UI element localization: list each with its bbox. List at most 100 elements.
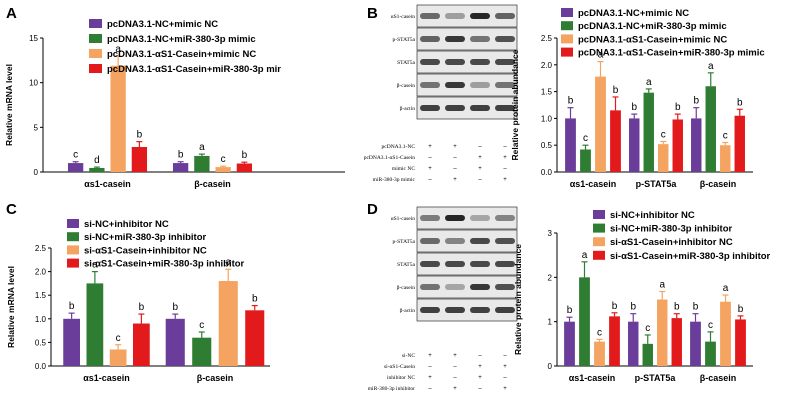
y-tick-label: 0.5 — [35, 338, 47, 347]
blot-band — [445, 307, 465, 313]
y-tick-label: 0 — [548, 362, 553, 371]
y-tick-label: 2.0 — [541, 61, 553, 70]
legend-swatch — [593, 237, 605, 247]
condition-sign: – — [428, 364, 432, 370]
bar — [720, 301, 731, 366]
significance-letter: b — [137, 130, 143, 141]
condition-sign: – — [503, 166, 507, 172]
blot-band — [420, 82, 440, 88]
blot-row-label: p-STAT5a — [393, 37, 416, 43]
bar — [705, 341, 716, 366]
blot-band — [495, 215, 515, 221]
blot-strip — [416, 4, 518, 28]
bar — [579, 277, 590, 366]
significance-letter: a — [225, 257, 231, 268]
panel-letter-d: D — [367, 201, 378, 218]
condition-sign: + — [478, 375, 482, 381]
bar — [735, 319, 746, 366]
blot-band — [495, 105, 515, 111]
blot-strip — [416, 73, 518, 97]
significance-letter: b — [567, 305, 573, 316]
legend-label: si-αS1-Casein+inhibitor NC — [610, 237, 733, 248]
panel-d-western-blot: αS1-casein p-STAT5a STAT5a β-casein β-actin s… — [368, 206, 518, 392]
condition-sign: + — [453, 353, 457, 359]
blot-band — [495, 307, 515, 313]
category-label: β-casein — [700, 179, 737, 189]
bar — [192, 337, 212, 366]
condition-sign: + — [503, 364, 507, 370]
significance-letter: b — [675, 102, 681, 113]
bar — [672, 119, 683, 172]
blot-band — [445, 36, 465, 42]
y-tick-label: 1 — [548, 318, 553, 327]
legend-swatch — [593, 223, 605, 233]
bar — [218, 281, 238, 366]
legend-label: pcDNA3.1-NC+mimic NC — [107, 19, 218, 30]
legend-swatch — [561, 8, 573, 17]
blot-band — [420, 13, 440, 19]
y-tick-label: 1.5 — [35, 291, 47, 300]
blot-band — [470, 82, 490, 88]
significance-letter: a — [92, 260, 98, 271]
significance-letter: b — [139, 302, 145, 313]
y-tick-label: 0 — [34, 168, 39, 177]
blot-band — [495, 13, 515, 19]
bar — [658, 144, 669, 172]
blot-row-label: β-casein — [397, 285, 416, 291]
blot-band — [495, 238, 515, 244]
bar — [565, 118, 576, 172]
bar — [215, 167, 231, 172]
blot-band — [420, 59, 440, 65]
condition-sign: + — [453, 386, 457, 392]
panel-b-chart: 0.0 0.5 1.0 1.5 2.0 2.5 Relative protein abund… — [510, 8, 765, 189]
bar — [172, 163, 189, 172]
panel-c-chart: 0.0 0.5 1.0 1.5 2.0 2.5 Relative mRNA level αs1… — [6, 219, 270, 383]
condition-sign: – — [428, 386, 432, 392]
condition-sign: – — [453, 375, 457, 381]
legend-label: pcDNA3.1-αS1-Casein+miR-380-3p mimic — [578, 48, 765, 59]
legend-swatch — [89, 49, 102, 58]
blot-band — [420, 238, 440, 244]
blot-band — [470, 105, 490, 111]
bar — [628, 321, 639, 366]
significance-letter: c — [583, 133, 588, 144]
significance-letter: c — [708, 320, 713, 331]
legend-label: pcDNA3.1-NC+miR-380-3p mimic — [578, 21, 727, 32]
blot-band — [420, 36, 440, 42]
blot-strip — [416, 206, 518, 230]
condition-label: miR-380-3p inhibitor — [368, 386, 415, 392]
significance-letter: b — [693, 302, 699, 313]
category-label: p-STAT5a — [635, 373, 677, 383]
significance-letter: c — [73, 150, 78, 161]
y-tick-label: 15 — [29, 34, 38, 43]
legend-swatch — [67, 245, 79, 255]
bar — [595, 76, 606, 172]
blot-band — [445, 82, 465, 88]
legend-swatch — [67, 232, 79, 242]
category-label: αs1-casein — [569, 373, 616, 383]
y-tick-label: 2.5 — [541, 34, 553, 43]
significance-letter: a — [708, 61, 714, 72]
blot-band — [495, 284, 515, 290]
significance-letter: a — [659, 280, 665, 291]
significance-letter: a — [199, 142, 205, 153]
bar — [89, 167, 105, 172]
condition-sign: – — [503, 144, 507, 150]
blot-row-label: β-casein — [397, 83, 416, 89]
legend-swatch — [67, 219, 79, 228]
blot-band — [420, 215, 440, 221]
bar — [609, 316, 620, 366]
y-tick-label: 3 — [548, 229, 553, 238]
bar — [236, 163, 253, 172]
legend-swatch — [593, 210, 605, 219]
y-tick-label: 0.0 — [541, 168, 553, 177]
blot-band — [445, 13, 465, 19]
legend-swatch — [561, 21, 573, 31]
bar — [133, 323, 150, 366]
significance-letter: b — [568, 96, 574, 107]
blot-band — [495, 82, 515, 88]
condition-sign: + — [478, 155, 482, 161]
y-tick-label: 1.5 — [541, 88, 553, 97]
blot-band — [495, 36, 515, 42]
blot-band — [445, 261, 465, 267]
